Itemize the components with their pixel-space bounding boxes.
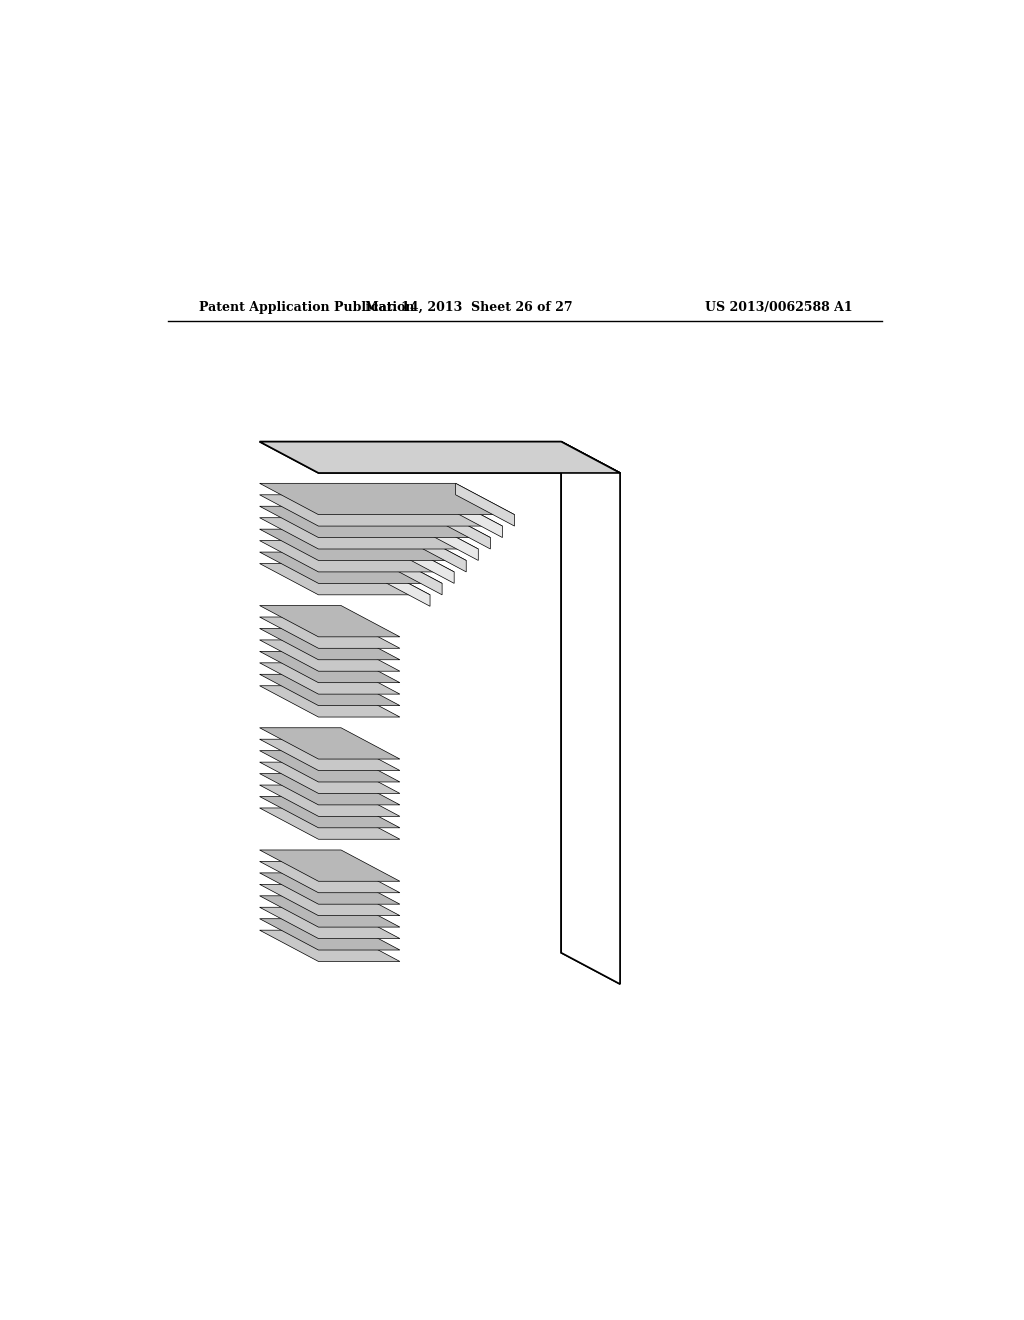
Polygon shape xyxy=(260,541,455,572)
Polygon shape xyxy=(260,616,400,648)
Polygon shape xyxy=(260,495,503,527)
Polygon shape xyxy=(420,517,478,561)
Polygon shape xyxy=(383,552,442,595)
Polygon shape xyxy=(260,751,400,781)
Text: Mar. 14, 2013  Sheet 26 of 27: Mar. 14, 2013 Sheet 26 of 27 xyxy=(366,301,573,314)
Polygon shape xyxy=(456,483,514,527)
Polygon shape xyxy=(260,884,400,916)
Polygon shape xyxy=(260,686,400,717)
Polygon shape xyxy=(260,873,400,904)
Polygon shape xyxy=(260,850,400,882)
Polygon shape xyxy=(260,785,400,816)
Polygon shape xyxy=(260,529,466,561)
Polygon shape xyxy=(260,919,400,950)
Text: Patent Application Publication: Patent Application Publication xyxy=(200,301,415,314)
Polygon shape xyxy=(260,552,442,583)
Polygon shape xyxy=(260,931,400,961)
Polygon shape xyxy=(260,762,400,793)
Polygon shape xyxy=(260,774,400,805)
Polygon shape xyxy=(561,442,620,983)
Polygon shape xyxy=(260,517,478,549)
Polygon shape xyxy=(260,727,400,759)
Polygon shape xyxy=(408,529,466,572)
Text: US 2013/0062588 A1: US 2013/0062588 A1 xyxy=(705,301,853,314)
Polygon shape xyxy=(260,442,620,473)
Polygon shape xyxy=(260,606,400,636)
Polygon shape xyxy=(260,640,400,671)
Polygon shape xyxy=(371,564,430,606)
Polygon shape xyxy=(260,483,514,515)
Polygon shape xyxy=(260,442,620,473)
Polygon shape xyxy=(260,739,400,771)
Polygon shape xyxy=(260,628,400,660)
Polygon shape xyxy=(431,507,490,549)
Polygon shape xyxy=(260,907,400,939)
Polygon shape xyxy=(260,808,400,840)
Polygon shape xyxy=(260,507,490,537)
Polygon shape xyxy=(260,564,430,595)
Polygon shape xyxy=(561,442,620,983)
Polygon shape xyxy=(260,796,400,828)
Polygon shape xyxy=(260,663,400,694)
Polygon shape xyxy=(260,896,400,927)
Polygon shape xyxy=(260,675,400,706)
Polygon shape xyxy=(260,651,400,682)
Polygon shape xyxy=(260,862,400,892)
Polygon shape xyxy=(395,541,455,583)
Polygon shape xyxy=(443,495,503,537)
